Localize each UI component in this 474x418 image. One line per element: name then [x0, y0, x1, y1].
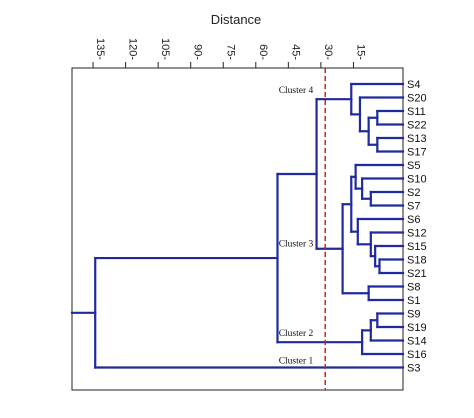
- x-tick-label: 15-: [354, 44, 366, 60]
- leaf-label: S18: [407, 255, 427, 267]
- leaf-label: S6: [407, 214, 420, 226]
- leaf-label: S8: [407, 282, 420, 294]
- x-axis-title: Distance: [211, 12, 262, 27]
- leaf-label: S16: [407, 349, 427, 361]
- leaf-label: S21: [407, 268, 427, 280]
- leaf-label: S14: [407, 336, 427, 348]
- x-tick-label: 120-: [127, 38, 139, 60]
- dendrogram-links: [70, 82, 405, 369]
- leaf-label: S9: [407, 309, 420, 321]
- leaf-label: S13: [407, 133, 427, 145]
- leaf-label: S5: [407, 160, 420, 172]
- x-tick-label: 90-: [192, 44, 204, 60]
- x-tick-label: 105-: [159, 38, 171, 60]
- x-axis-ticks: 135- 120- 105- 90- 75- 60- 45- 30- 15-: [92, 38, 366, 68]
- x-tick-label: 135-: [94, 38, 106, 60]
- cluster-label: Cluster 4: [279, 86, 314, 96]
- leaf-label: S20: [407, 93, 427, 105]
- cluster-label: Cluster 2: [279, 329, 314, 339]
- x-tick-label: 75-: [224, 44, 236, 60]
- leaf-label: S2: [407, 187, 420, 199]
- cluster-annotations: Cluster 4 Cluster 3 Cluster 2 Cluster 1: [279, 86, 314, 366]
- leaf-label: S7: [407, 201, 420, 213]
- x-tick-label: 30-: [322, 44, 334, 60]
- leaf-label: S11: [407, 106, 426, 118]
- leaf-label: S3: [407, 363, 420, 375]
- x-tick-label: 45-: [289, 44, 301, 60]
- leaf-label: S4: [407, 79, 420, 91]
- leaf-label: S15: [407, 241, 427, 253]
- cluster-label: Cluster 3: [279, 240, 314, 250]
- x-tick-label: 60-: [257, 44, 269, 60]
- leaf-label: S12: [407, 228, 427, 240]
- leaf-label: S1: [407, 295, 420, 307]
- leaf-label: S19: [407, 322, 427, 334]
- leaf-label: S17: [407, 147, 427, 159]
- cluster-label: Cluster 1: [279, 357, 314, 367]
- leaf-label: S22: [407, 120, 427, 132]
- plot-frame: [71, 67, 404, 391]
- leaf-label: S10: [407, 174, 427, 186]
